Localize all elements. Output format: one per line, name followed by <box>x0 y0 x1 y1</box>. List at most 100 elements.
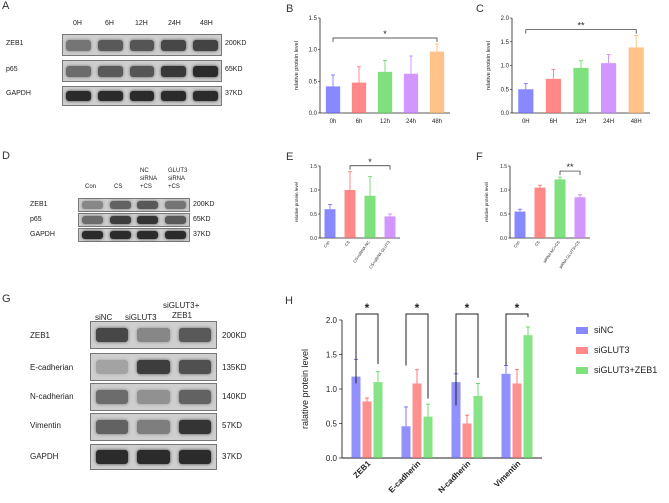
blot-band <box>161 39 186 51</box>
y-axis-label: relative protein level <box>484 182 489 222</box>
lane-label: +CS <box>140 184 152 190</box>
lane-label: +CS <box>168 184 180 190</box>
significance-bracket <box>559 170 581 176</box>
y-tick-label: 1.5 <box>309 16 318 22</box>
significance-bracket <box>505 313 529 366</box>
significance-bracket <box>405 313 429 399</box>
significance-bracket <box>332 37 438 42</box>
lane-label: siGLUT3 <box>125 313 157 322</box>
x-tick-label: CS <box>534 239 541 247</box>
bar <box>534 187 546 238</box>
blot-band <box>178 419 212 435</box>
blot-band <box>109 216 131 224</box>
legend-label: siNC <box>594 325 614 335</box>
row-label-n-cadherian: N-cadherian <box>30 392 74 401</box>
bar <box>451 382 461 458</box>
blot-band <box>82 216 104 224</box>
panel-label: C <box>476 3 484 15</box>
row-label-zeb1: ZEB1 <box>6 40 24 47</box>
y-tick-label: 0.0 <box>310 236 317 242</box>
row-label-gapdh: GAPDH <box>30 452 59 461</box>
blot-strip-p65 <box>62 60 222 82</box>
blot-strip-e-cadherian <box>90 353 217 381</box>
bar-chart-h: H 0.0 0.5 1.0 1.5 2.0 ralative protein level ZE… <box>285 295 657 495</box>
blot-strip-gapdh <box>62 86 222 106</box>
x-tick-label: CS+siRNA GLUT3 <box>368 239 391 270</box>
x-tick-label: 12H <box>575 119 586 125</box>
x-tick-label: 48H <box>631 119 642 125</box>
kd-label: 57KD <box>222 421 243 430</box>
blot-band <box>109 201 131 209</box>
blot-band <box>178 359 212 375</box>
x-tick-label: siRNA GLUT3+CS <box>558 239 581 269</box>
blot-band <box>192 91 218 101</box>
blot-band <box>161 91 186 101</box>
row-label-gapdh: GAPDH <box>6 90 31 97</box>
bar-chart-c: C 0.0 0.5 1.0 1.5 2.0 0H 6H 12H 24H 48H relative pr… <box>476 3 650 125</box>
blot-band <box>137 327 170 343</box>
lane-label: Con <box>85 184 97 190</box>
kd-label: 135KD <box>222 363 247 372</box>
panel-label-a: A <box>2 0 10 12</box>
kd-label: 140KD <box>222 392 247 401</box>
bar <box>512 383 522 458</box>
bar-chart-b: B 0.0 0.5 1.0 1.5 0h 6h 12h 24h 48h relative prote… <box>286 3 450 125</box>
kd-label: 37KD <box>222 452 243 461</box>
blot-strip-zeb1 <box>90 321 217 349</box>
bar <box>364 195 376 238</box>
x-tick-label: E-cadherin <box>387 459 423 495</box>
significance-marker: * <box>365 301 370 315</box>
bar <box>401 426 411 458</box>
y-tick-label: 0.0 <box>309 111 318 117</box>
significance-marker: ** <box>577 21 585 31</box>
row-label-p65: p65 <box>6 66 18 73</box>
panel-label: E <box>286 151 293 163</box>
blot-band <box>137 359 170 375</box>
x-tick-label: 24H <box>603 119 614 125</box>
blot-band <box>95 359 129 375</box>
x-tick-label: CS+siRNA NC <box>352 240 371 264</box>
blot-band <box>95 450 129 464</box>
panel-label-g: G <box>2 293 11 305</box>
blot-strip-n-cadherian <box>90 383 217 411</box>
legend-swatch <box>576 367 588 374</box>
bar <box>325 86 341 113</box>
y-tick-label: 1.5 <box>326 351 338 360</box>
panel-label-d: D <box>2 150 10 162</box>
y-tick-label: 1.0 <box>310 188 317 194</box>
significance-bracket <box>455 313 479 406</box>
y-tick-label: 1.0 <box>309 48 318 54</box>
x-tick-label: ZEB1 <box>352 459 373 480</box>
bar <box>429 51 445 113</box>
blot-band <box>66 91 92 101</box>
bar <box>518 89 534 113</box>
blot-band <box>66 65 92 77</box>
blot-band <box>178 327 212 343</box>
significance-bracket <box>525 29 637 34</box>
bar <box>384 216 396 238</box>
bar <box>501 373 511 458</box>
blot-band <box>137 201 159 209</box>
y-axis-label: ralative protein level <box>300 349 310 429</box>
y-tick-label: 1.5 <box>501 40 510 46</box>
blot-band <box>137 450 170 464</box>
bar <box>377 71 393 113</box>
lane-label: 0H <box>73 20 82 27</box>
y-tick-label: 1.5 <box>500 164 507 170</box>
lane-label: 6H <box>105 20 114 27</box>
lane-label: 24H <box>168 20 181 27</box>
x-tick-label: siRNA NC+CS <box>542 239 561 263</box>
panel-label: F <box>476 151 483 163</box>
bar <box>554 179 566 238</box>
y-tick-label: 0.0 <box>500 236 507 242</box>
y-tick-label: 0.0 <box>326 454 338 463</box>
blot-strip-p65 <box>78 213 190 227</box>
bar <box>324 209 336 238</box>
legend-swatch <box>576 327 588 334</box>
blot-band <box>178 389 212 405</box>
lane-label: siGLUT3+ <box>163 301 200 310</box>
blot-band <box>129 91 155 101</box>
blot-band <box>82 201 104 209</box>
